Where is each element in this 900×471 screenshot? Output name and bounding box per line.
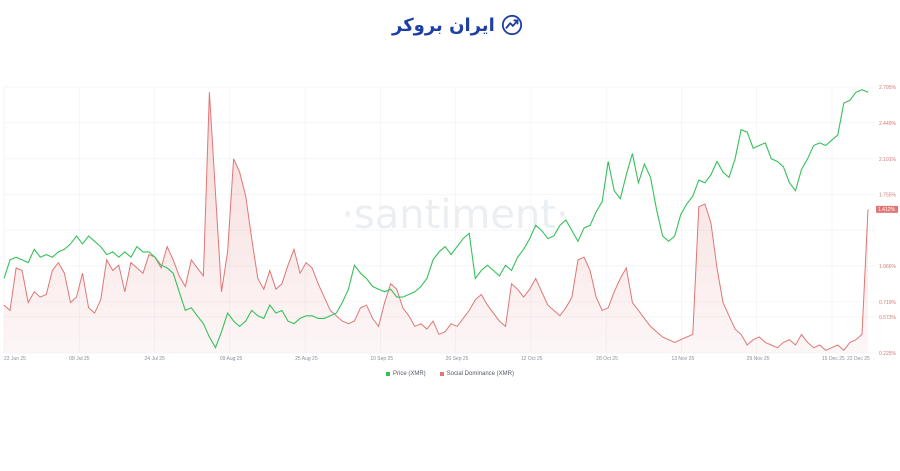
y-tick-label: 0.225% bbox=[879, 351, 897, 357]
x-tick-label: 13 Nov 25 bbox=[671, 356, 694, 362]
y-tick-label: 2.795% bbox=[879, 85, 897, 91]
x-tick-label: 28 Oct 25 bbox=[596, 356, 618, 362]
x-tick-label: 09 Aug 25 bbox=[220, 356, 243, 362]
legend: Price (XMR) Social Dominance (XMR) bbox=[0, 371, 900, 377]
x-tick-label: 15 Dec 25 bbox=[822, 356, 845, 362]
legend-label-social-dominance: Social Dominance (XMR) bbox=[446, 371, 515, 377]
chart-trend-icon bbox=[501, 14, 522, 36]
legend-item-price[interactable]: Price (XMR) bbox=[385, 371, 426, 377]
x-tick-label: 24 Jul 25 bbox=[145, 356, 166, 362]
x-tick-label: 12 Oct 25 bbox=[521, 356, 543, 362]
y-axis-ticks: 0.225% 0.573% 0.719% 1.066% 1.755% 2.101% 2.44… bbox=[876, 85, 898, 357]
x-tick-label: 29 Nov 25 bbox=[747, 356, 770, 362]
legend-label-price: Price (XMR) bbox=[392, 371, 426, 377]
y-tick-label: 2.449% bbox=[879, 121, 897, 127]
y-tick-label: 1.755% bbox=[879, 193, 897, 199]
watermark: ·santiment· bbox=[341, 192, 569, 238]
y-tick-label: 0.573% bbox=[879, 315, 897, 321]
legend-swatch-price bbox=[385, 372, 390, 376]
legend-swatch-social-dominance bbox=[439, 372, 444, 376]
iranbroker-logo: ایران بروکر bbox=[392, 13, 523, 37]
x-tick-label: 08 Jul 25 bbox=[69, 356, 90, 362]
x-axis-ticks: 23 Jun 25 08 Jul 25 24 Jul 25 09 Aug 25 25 A… bbox=[4, 356, 870, 362]
series-area-social-dominance bbox=[4, 92, 868, 354]
y-tick-label: 0.719% bbox=[879, 300, 897, 306]
series-line-price bbox=[3, 89, 869, 349]
current-value-label: 1.412% bbox=[878, 207, 896, 213]
legend-item-social-dominance[interactable]: Social Dominance (XMR) bbox=[439, 371, 515, 377]
x-tick-label: 25 Aug 25 bbox=[295, 356, 318, 362]
y-tick-label: 1.066% bbox=[879, 264, 897, 270]
x-tick-label: 22 Dec 25 bbox=[847, 356, 870, 362]
y-tick-label: 2.101% bbox=[879, 157, 897, 163]
series-line-social-dominance bbox=[3, 92, 869, 352]
x-tick-label: 26 Sep 25 bbox=[446, 356, 469, 362]
current-value-badge bbox=[876, 205, 898, 213]
logo-text: ایران بروکر bbox=[392, 14, 495, 36]
plot-area bbox=[3, 89, 869, 354]
x-tick-label: 10 Sep 25 bbox=[370, 356, 393, 362]
x-tick-label: 23 Jun 25 bbox=[4, 356, 26, 362]
